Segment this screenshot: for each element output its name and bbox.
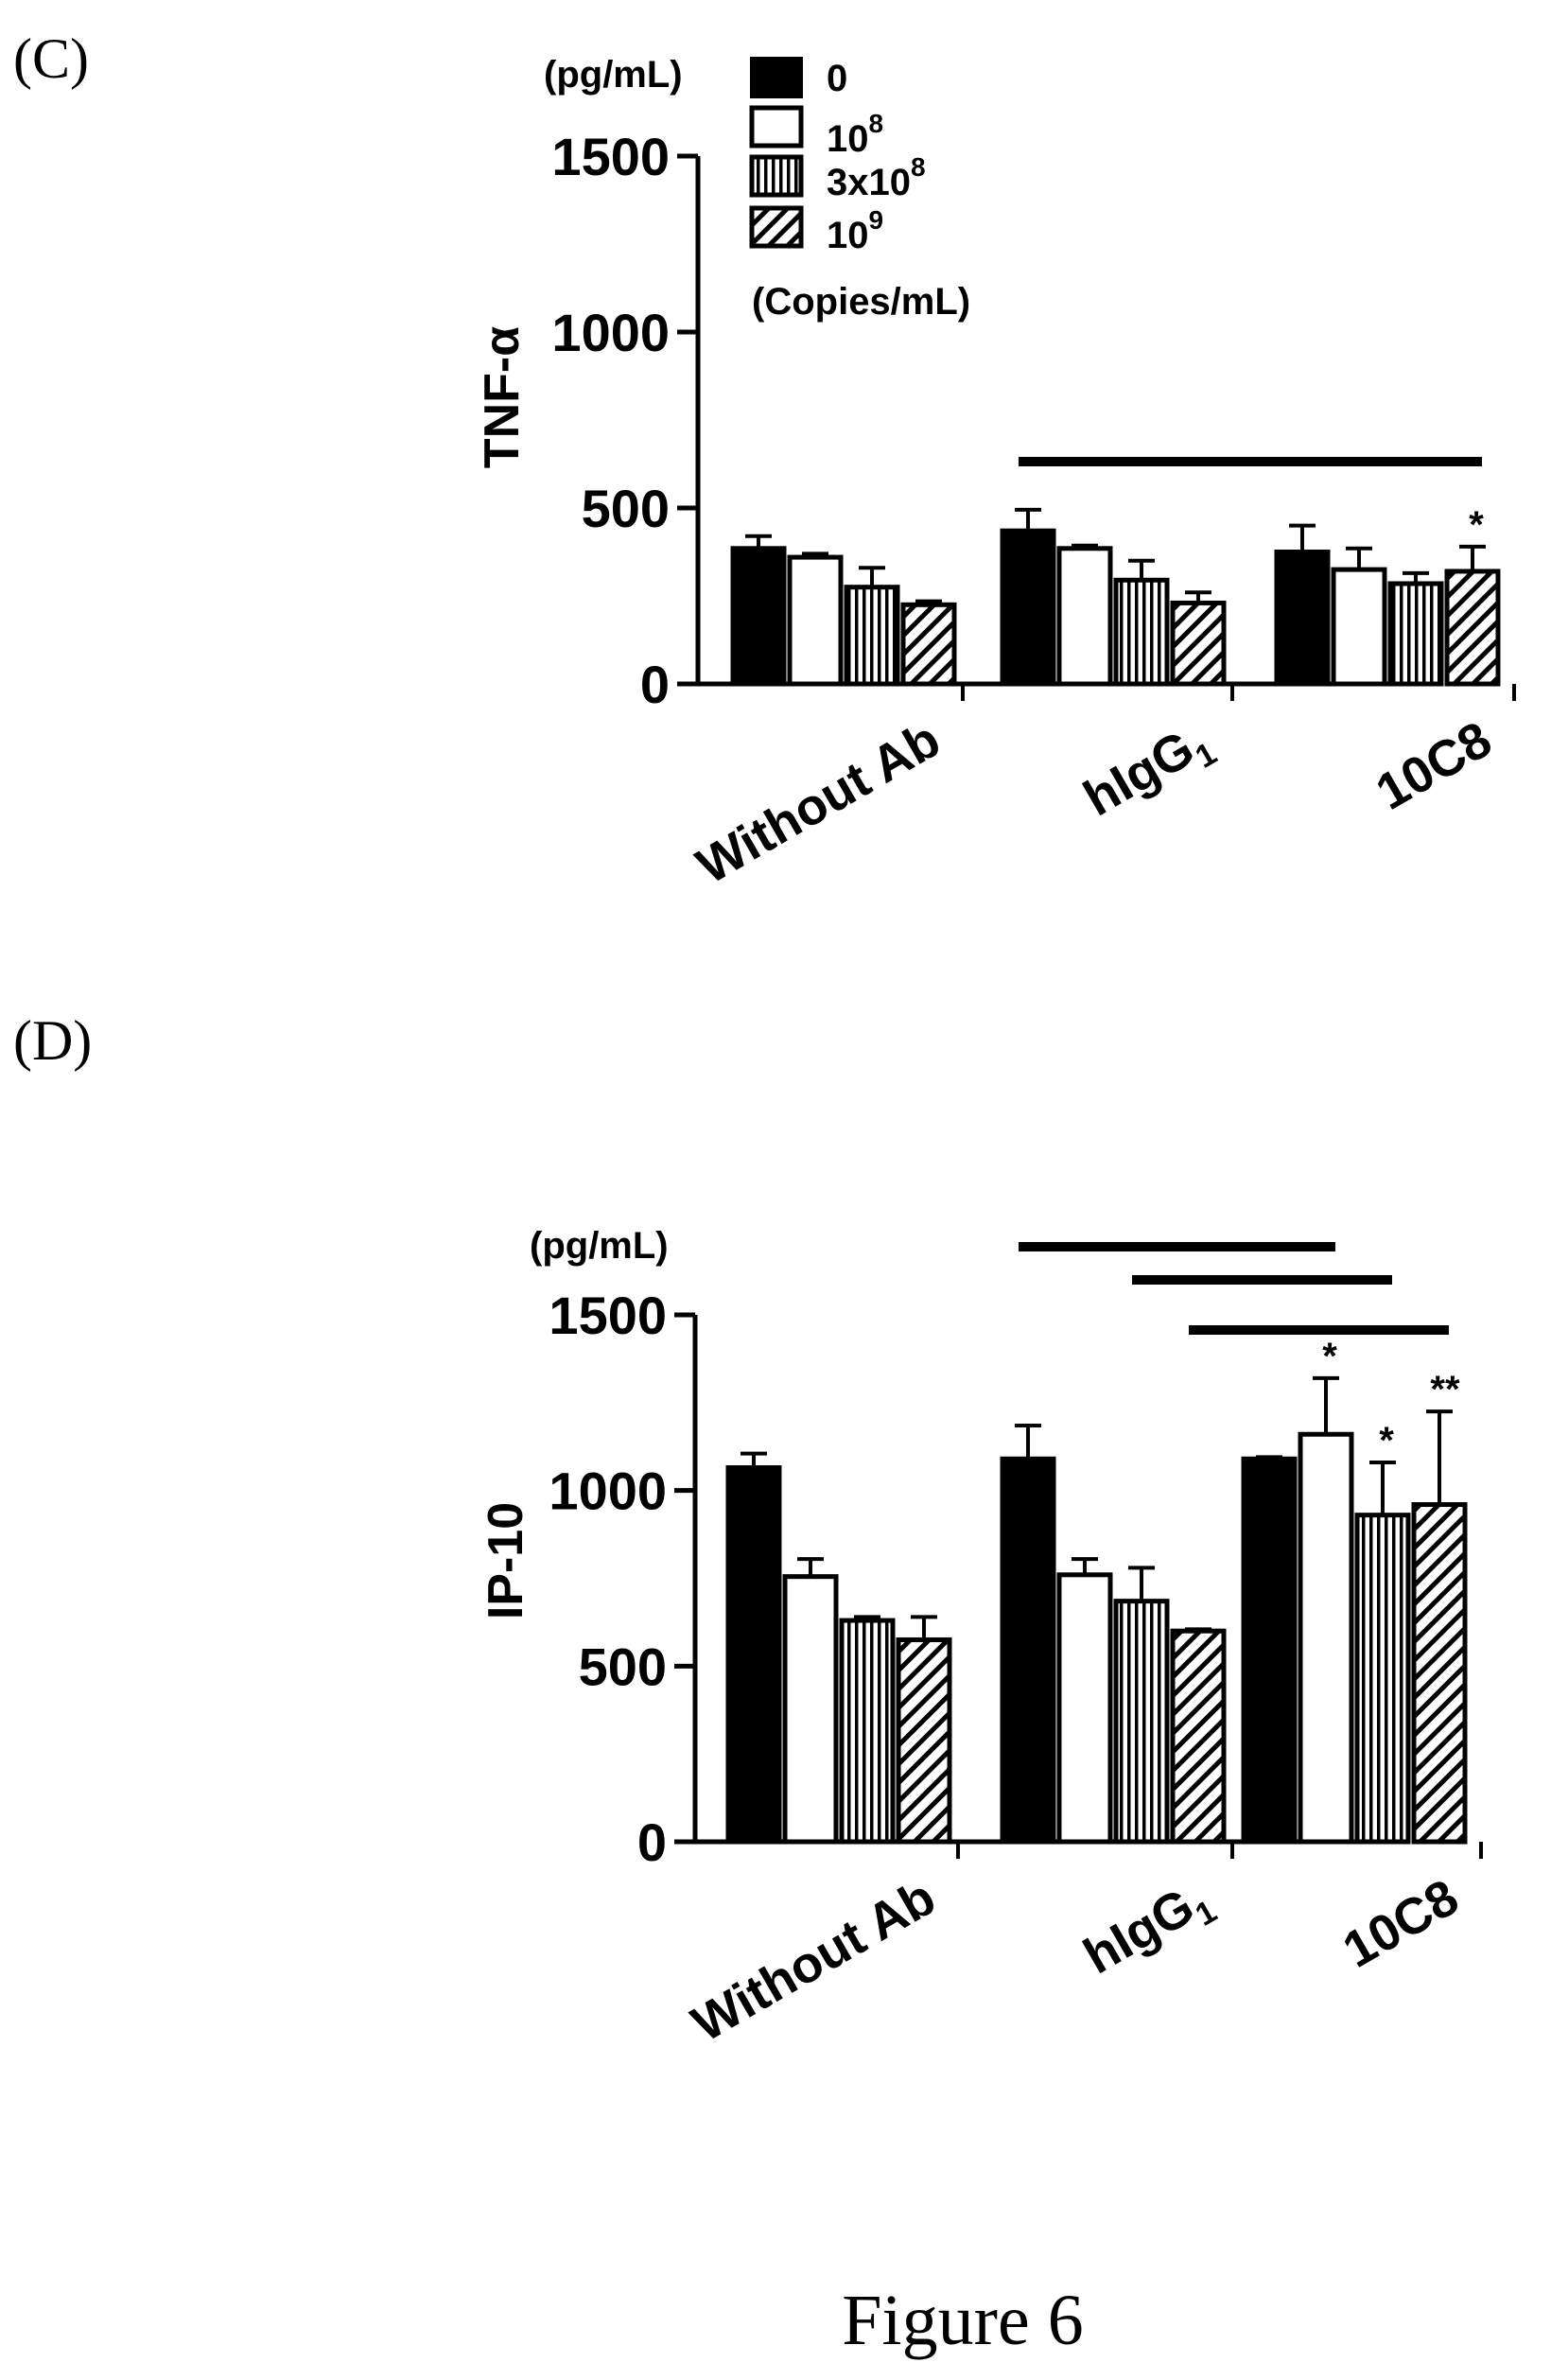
legend-swatch-3	[749, 205, 804, 249]
legend-swatch-0	[750, 57, 803, 98]
panel-d-significance-star-1: *	[1379, 1420, 1394, 1461]
legend-item-2: 3x108	[749, 152, 926, 203]
legend-label-1-exp: 8	[869, 109, 884, 138]
legend-label-3-base: 10	[827, 215, 869, 256]
panel-c-bar-0-0	[730, 546, 787, 687]
panel-d-bar-2-3	[1411, 1502, 1468, 1845]
figure-caption: Figure 6	[842, 2281, 1083, 2360]
legend-label-1: 108	[827, 109, 883, 160]
panel-c-bar-2-1	[1331, 567, 1387, 687]
panel-d-significance-star-2: **	[1430, 1369, 1460, 1410]
panel-d-bar-0-0	[725, 1465, 782, 1845]
panel-c-bar-0-1	[787, 554, 844, 687]
panel-c-bar-1-3	[1170, 600, 1227, 687]
panel-c-plot: 0 500 1000 1500 Without Ab hIgG1 10C8 *	[551, 127, 1516, 895]
panel-d-bar-0-2	[839, 1618, 896, 1845]
panel-d-letter: (D)	[13, 1009, 92, 1072]
panel-d-chart: (D) (pg/mL) IP-10 0 500 1000 1500 Without Ab…	[13, 1009, 1483, 2053]
legend-label-3-exp: 9	[869, 205, 884, 235]
panel-d-x-tick-label-2: 10C8	[1333, 1868, 1468, 1979]
panel-d-bar-0-1	[782, 1574, 839, 1845]
panel-c-bar-2-2	[1387, 581, 1444, 687]
legend-label-2-exp: 8	[911, 152, 926, 182]
panel-c-bar-1-1	[1056, 546, 1113, 687]
panel-c-bar-2-3	[1444, 569, 1501, 687]
panel-c-y-tick-label-2: 1000	[551, 303, 670, 362]
panel-c-y-tick-label-1: 500	[582, 479, 670, 538]
legend-item-1: 108	[749, 105, 883, 160]
panel-d-unit-label: (pg/mL)	[530, 1225, 669, 1267]
panel-d-y-tick-label-3: 1500	[549, 1286, 667, 1345]
legend-swatch-2	[749, 154, 804, 198]
panel-c-y-axis-title: TNF-α	[475, 326, 530, 468]
legend-item-3: 109	[749, 205, 883, 256]
panel-c-letter: (C)	[13, 27, 89, 90]
panel-d-bar-2-1	[1298, 1431, 1354, 1845]
panel-c-y-tick-label-0: 0	[640, 655, 670, 714]
panel-c-unit-label: (pg/mL)	[544, 54, 683, 96]
panel-d-bar-1-3	[1170, 1628, 1227, 1845]
legend-label-0: 0	[827, 58, 847, 99]
panel-d-bar-2-0	[1241, 1456, 1298, 1845]
panel-c-significance-star-0: *	[1469, 504, 1484, 546]
legend-swatch-1	[749, 105, 804, 149]
panel-c-chart: (C) (pg/mL) TNF-α 0 500 1000 1500 Without Ab…	[13, 27, 1516, 895]
panel-c-bar-1-0	[1000, 528, 1056, 687]
panel-c-x-tick-label-2: 10C8	[1367, 710, 1501, 821]
panel-d-bar-0-3	[896, 1636, 952, 1845]
panel-d-y-tick-label-1: 500	[579, 1636, 667, 1696]
legend-label-2: 3x108	[827, 152, 926, 203]
legend-label-1-base: 10	[827, 118, 869, 160]
panel-c-x-tick-label-0: Without Ab	[688, 710, 950, 895]
panel-d-bar-1-2	[1113, 1599, 1170, 1845]
panel-c-bar-1-2	[1113, 577, 1170, 687]
panel-d-y-axis-title: IP-10	[479, 1502, 533, 1619]
panel-d-x-tick-label-0: Without Ab	[683, 1868, 945, 2053]
panel-d-y-tick-label-0: 0	[637, 1812, 667, 1872]
legend-item-0: 0	[750, 57, 847, 99]
panel-d-bar-1-0	[1000, 1456, 1056, 1845]
legend-label-3: 109	[827, 205, 883, 256]
legend-title: (Copies/mL)	[752, 281, 970, 323]
legend-label-2-base: 3x10	[827, 162, 911, 203]
panel-d-bar-2-2	[1354, 1513, 1411, 1845]
panel-c-bar-0-3	[900, 602, 957, 687]
panel-c-bar-2-0	[1274, 550, 1331, 687]
legend: 0 108 3x108 109 (Copies/mL)	[749, 57, 970, 323]
panel-d-bar-1-1	[1056, 1572, 1113, 1845]
panel-d-y-tick-label-2: 1000	[549, 1461, 667, 1521]
panel-c-bar-0-2	[844, 585, 900, 687]
panel-c-x-tick-label-1: hIgG1	[1074, 710, 1223, 833]
panel-c-y-tick-label-3: 1500	[551, 127, 670, 186]
panel-d-significance-star-0: *	[1322, 1336, 1337, 1377]
panel-d-x-tick-label-1: hIgG1	[1074, 1868, 1223, 1991]
